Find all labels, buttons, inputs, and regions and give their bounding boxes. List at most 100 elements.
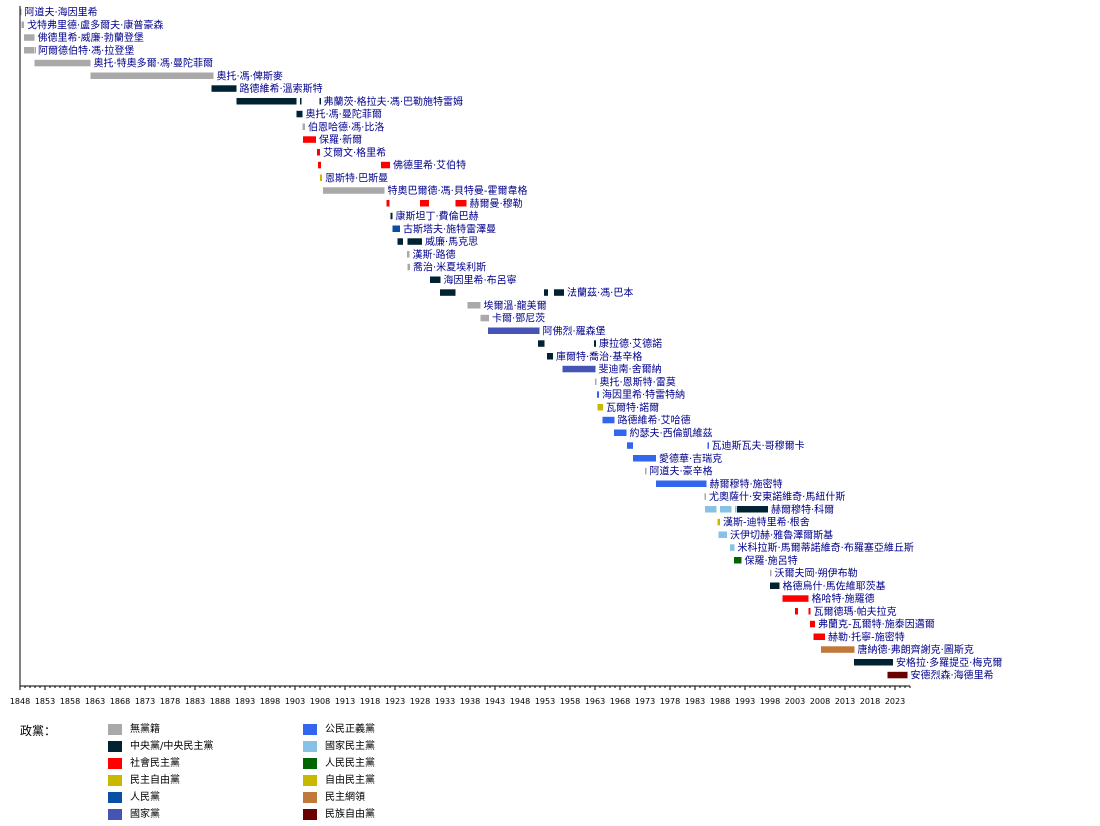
timeline-rows: 阿道夫·海因里希戈特弗里德·盧多爾夫·康普豪森佛德里希·威廉·勃蘭登堡阿爾德伯特… xyxy=(20,6,1002,682)
row-label: 安格拉·多羅提亞·梅克爾 xyxy=(896,656,1002,669)
row-label: 卡爾·鄧尼茨 xyxy=(492,312,545,325)
term-bar xyxy=(808,608,811,615)
legend-swatch xyxy=(303,775,317,786)
term-bar xyxy=(34,59,91,67)
row-label: 康拉德·艾德諾 xyxy=(599,337,662,350)
term-bar xyxy=(386,200,390,207)
term-bar xyxy=(656,480,707,487)
x-tick-label: 1888 xyxy=(210,697,230,706)
term-bar xyxy=(821,646,855,653)
row-label: 斐迪南·舍爾納 xyxy=(599,363,662,376)
term-bar xyxy=(467,302,481,309)
term-bar xyxy=(735,506,737,513)
row-label: 尤奧薩什·安東諾維奇·馬紐什斯 xyxy=(709,490,845,503)
term-bar xyxy=(480,314,489,322)
term-bar xyxy=(705,506,717,513)
row-label: 艾爾文·格里希 xyxy=(323,146,386,159)
x-tick-label: 1868 xyxy=(110,697,130,706)
term-bar xyxy=(440,289,456,296)
x-tick-label: 1848 xyxy=(10,697,30,706)
row-label: 瓦迪斯瓦夫·哥穆爾卡 xyxy=(712,439,805,452)
term-bar xyxy=(562,365,596,373)
term-bar xyxy=(730,544,735,551)
term-bar xyxy=(323,187,385,194)
row-label: 愛德華·吉瑞克 xyxy=(659,452,722,465)
row-label: 路德維希·艾哈德 xyxy=(618,414,691,427)
term-bar xyxy=(547,353,553,360)
term-bar xyxy=(236,98,297,105)
x-tick-label: 1928 xyxy=(410,697,430,706)
term-bar xyxy=(420,200,429,207)
x-axis: 1848 1853 1858 1863 1868 1873 1878 1883 1888 1893… xyxy=(10,6,911,706)
term-bar xyxy=(854,659,893,666)
row-label: 弗蘭茨·格拉夫·馮·巴勒施特雷姆 xyxy=(324,95,464,108)
legend-label: 自由民主黨 xyxy=(325,775,375,786)
x-tick-label: 2003 xyxy=(785,697,805,706)
term-bar xyxy=(810,620,815,628)
x-tick-label: 1918 xyxy=(360,697,380,706)
row-label: 海因里希·布呂寧 xyxy=(444,273,517,286)
x-tick-label: 1973 xyxy=(635,697,655,706)
x-tick-label: 1908 xyxy=(310,697,330,706)
legend-swatch xyxy=(108,809,122,820)
x-tick-label: 1873 xyxy=(135,697,155,706)
x-tick-label: 1878 xyxy=(160,697,180,706)
legend-label: 人民民主黨 xyxy=(325,758,375,769)
legend-swatch xyxy=(108,792,122,803)
x-tick-label: 1993 xyxy=(735,697,755,706)
row-label: 赫爾曼·穆勒 xyxy=(470,197,523,210)
row-label: 特奧巴爾德·馮·貝特曼-霍爾韋格 xyxy=(388,184,528,197)
row-label: 庫爾特·喬治·基辛格 xyxy=(556,350,642,363)
legend-title: 政黨： xyxy=(20,724,57,738)
term-bar xyxy=(594,340,596,347)
x-tick-label: 1863 xyxy=(85,697,105,706)
term-bar xyxy=(795,608,798,615)
row-label: 佛德里希·艾伯特 xyxy=(393,159,466,172)
term-bar xyxy=(544,289,548,296)
row-label: 赫爾穆特·施密特 xyxy=(710,477,783,490)
x-tick-label: 1953 xyxy=(535,697,555,706)
row-label: 奧托·恩斯特·雷莫 xyxy=(600,375,676,388)
x-tick-label: 1858 xyxy=(60,697,80,706)
term-bar xyxy=(602,416,615,424)
x-tick-label: 1938 xyxy=(460,697,480,706)
term-bar xyxy=(211,85,237,92)
term-bar xyxy=(317,149,320,156)
legend-swatch xyxy=(108,724,122,735)
term-bar xyxy=(407,238,422,245)
row-label: 古斯塔夫·施特雷澤曼 xyxy=(403,222,496,235)
row-label: 米科拉斯·馬爾蒂諾維奇·布羅塞亞維丘斯 xyxy=(738,541,914,554)
term-bar xyxy=(597,404,603,411)
row-label: 伯恩哈德·馮·比洛 xyxy=(308,120,384,133)
x-tick-label: 1983 xyxy=(685,697,705,706)
row-label: 阿道夫·豪辛格 xyxy=(650,465,713,478)
row-label: 瓦爾德瑪·帕夫拉克 xyxy=(814,605,897,618)
term-bar xyxy=(770,569,772,577)
x-tick-label: 2008 xyxy=(810,697,830,706)
row-label: 保羅·新爾 xyxy=(319,133,362,146)
term-bar xyxy=(392,225,400,232)
x-tick-label: 1893 xyxy=(235,697,255,706)
x-tick-label: 1898 xyxy=(260,697,280,706)
legend-label: 民族自由黨 xyxy=(325,809,375,820)
row-label: 瓦爾特·諾爾 xyxy=(606,401,659,414)
term-bar xyxy=(24,34,35,41)
row-label: 路德維希·溫索斯特 xyxy=(240,82,323,95)
term-bar xyxy=(21,21,24,28)
term-bar xyxy=(318,161,321,169)
x-tick-label: 1978 xyxy=(660,697,680,706)
row-label: 埃爾溫·龍美爾 xyxy=(484,299,547,312)
term-bar xyxy=(296,110,303,118)
row-label: 喬治·米夏埃利斯 xyxy=(413,261,486,274)
term-bar xyxy=(302,123,305,130)
row-label: 漢斯·路德 xyxy=(413,248,456,261)
term-bar xyxy=(813,633,825,640)
row-label: 安德烈森·海德里希 xyxy=(911,669,994,682)
legend-label: 人民黨 xyxy=(130,792,160,803)
term-bar xyxy=(390,212,393,220)
term-bar xyxy=(455,200,467,207)
row-label: 唐納德·弗朗齊謝克·圖斯克 xyxy=(858,643,974,656)
legend-swatch xyxy=(303,809,317,820)
legend-label: 中央黨/中央民主黨 xyxy=(130,741,214,752)
row-label: 戈特弗里德·盧多爾夫·康普豪森 xyxy=(27,18,163,31)
